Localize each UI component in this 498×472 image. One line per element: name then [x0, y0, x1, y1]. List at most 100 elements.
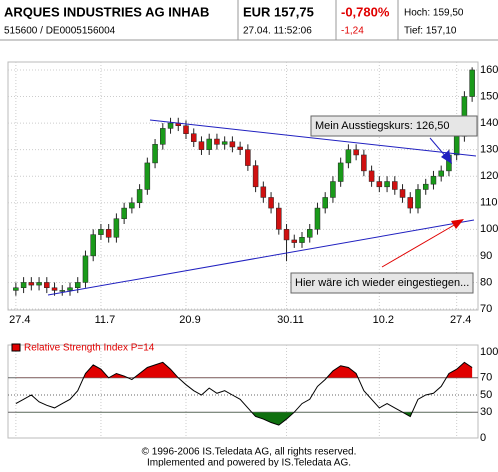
candle-body — [105, 229, 112, 238]
candle-body — [183, 125, 189, 134]
candle-body — [276, 207, 282, 230]
change-pct: -0,780% — [341, 4, 390, 19]
candle-body — [268, 197, 274, 209]
x-tick-label: 27.4 — [450, 314, 471, 326]
candle-body — [51, 287, 58, 291]
candle-body — [291, 239, 298, 243]
candle-body — [306, 229, 313, 238]
x-tick-label: 30.11 — [277, 314, 304, 326]
candle-body — [252, 165, 259, 188]
candle-body — [36, 282, 42, 286]
rsi-title: Relative Strength Index P=14 — [24, 343, 155, 354]
oversold-area — [251, 412, 413, 426]
annotation: Mein Ausstiegskurs: 126,50 — [315, 120, 450, 132]
candle-body — [121, 207, 127, 219]
copyright: © 1996-2006 IS.Teledata AG, all rights r… — [142, 447, 357, 458]
candle-body — [206, 138, 212, 150]
candle-body — [384, 181, 390, 188]
trend-line — [47, 219, 475, 296]
candle-body — [469, 69, 475, 97]
y-tick-label: 160 — [480, 64, 498, 76]
candle-body — [368, 170, 375, 182]
candle-body — [82, 255, 89, 283]
y-tick-label: 70 — [480, 372, 492, 384]
arrow — [381, 223, 457, 268]
y-tick-label: 110 — [480, 197, 498, 209]
candle-body — [160, 128, 166, 145]
candle-body — [136, 189, 143, 204]
overbought-area — [83, 362, 473, 378]
candle-body — [221, 141, 228, 145]
candle-body — [67, 287, 73, 291]
price: EUR 157,75 — [243, 4, 314, 19]
y-tick-label: 100 — [480, 346, 498, 358]
candle-body — [214, 138, 220, 145]
change: -1,24 — [341, 26, 364, 37]
candle-body — [361, 154, 367, 172]
y-tick-label: 130 — [480, 144, 498, 156]
arrow-head — [441, 150, 452, 164]
candle-body — [198, 141, 205, 150]
candle-body — [245, 149, 251, 166]
rsi-frame — [7, 344, 479, 439]
candle-body — [345, 149, 352, 164]
arrow-head — [451, 219, 464, 229]
candle-body — [299, 237, 305, 243]
y-tick-label: 70 — [480, 303, 492, 315]
candle-body — [28, 282, 35, 286]
candle-body — [74, 282, 81, 289]
candle-body — [152, 144, 158, 164]
stock-name: ARQUES INDUSTRIES AG INHAB — [4, 4, 209, 19]
y-tick-label: 90 — [480, 250, 492, 262]
candle-body — [59, 290, 66, 292]
y-tick-label: 140 — [480, 117, 498, 129]
candle-body — [407, 197, 414, 209]
y-tick-label: 100 — [480, 223, 498, 235]
rsi-line — [15, 361, 473, 426]
annotation: Hier wäre ich wieder eingestiegen... — [295, 277, 469, 289]
candle-body — [399, 189, 406, 198]
candle-body — [337, 162, 344, 182]
legend-swatch — [11, 343, 21, 352]
candle-body — [237, 146, 243, 150]
candle-body — [90, 234, 96, 257]
powered-by: Implemented and powered by IS.Teledata A… — [147, 458, 351, 467]
candle-body — [260, 186, 267, 198]
day-low: Tief: 157,10 — [404, 26, 457, 37]
candle-body — [353, 149, 359, 156]
candle-body — [430, 175, 437, 185]
candle-body — [229, 141, 236, 148]
y-tick-label: 120 — [480, 170, 498, 182]
stock-ids: 515600 / DE0005156004 — [4, 26, 116, 37]
candle-body — [144, 162, 151, 190]
candle-body — [13, 287, 19, 291]
day-high: Hoch: 159,50 — [404, 8, 464, 19]
x-tick-label: 20.9 — [179, 314, 200, 326]
candle-body — [129, 202, 135, 209]
y-tick-label: 80 — [480, 276, 492, 288]
time: 27.04. 11:52:06 — [243, 26, 312, 37]
candle-body — [322, 197, 328, 209]
x-tick-label: 10.2 — [373, 314, 394, 326]
y-tick-label: 0 — [480, 432, 486, 444]
price-frame — [7, 61, 479, 311]
candle-body — [113, 218, 120, 238]
candle-body — [392, 181, 398, 190]
y-tick-label: 150 — [480, 90, 498, 102]
candle-body — [438, 170, 444, 177]
candle-body — [376, 181, 383, 188]
candle-body — [415, 189, 421, 209]
y-tick-label: 30 — [480, 406, 492, 418]
candle-body — [98, 229, 104, 235]
annotation-box — [290, 272, 474, 294]
annotation-box — [310, 115, 478, 137]
candle-body — [330, 181, 336, 198]
candle-body — [167, 122, 174, 129]
trend-line — [149, 119, 477, 157]
candle-body — [422, 183, 429, 190]
candle-body — [453, 136, 460, 156]
candle-body — [190, 133, 197, 142]
candle-body — [44, 282, 50, 289]
